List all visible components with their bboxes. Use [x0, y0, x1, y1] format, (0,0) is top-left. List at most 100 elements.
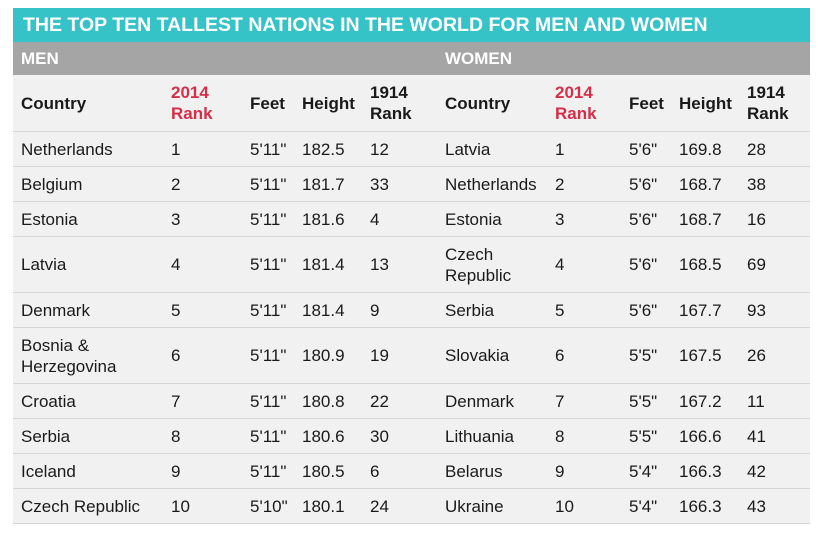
- men-1914-rank-cell: 22: [362, 383, 437, 419]
- table-title: THE TOP TEN TALLEST NATIONS IN THE WORLD…: [13, 8, 810, 42]
- women-height-cell: 167.7: [671, 292, 739, 328]
- women-2014-rank-cell: 10: [547, 488, 621, 524]
- men-1914-rank-cell: 33: [362, 166, 437, 202]
- men-1914-rank-cell: 6: [362, 453, 437, 489]
- men-label: MEN: [21, 49, 59, 68]
- column-header-row: Country 2014 Rank Feet Height 1914 Rank Co…: [13, 75, 810, 132]
- men-2014-rank-cell: 2: [163, 166, 242, 202]
- women-height-cell: 168.5: [671, 236, 739, 293]
- tallest-nations-table-card: THE TOP TEN TALLEST NATIONS IN THE WORLD…: [13, 8, 810, 524]
- men-feet-header: Feet: [242, 75, 294, 132]
- men-2014-rank-cell: 1: [163, 131, 242, 167]
- men-country-cell: Netherlands: [13, 131, 163, 167]
- women-height-cell: 167.2: [671, 383, 739, 419]
- women-1914-rank-cell: 28: [739, 131, 810, 167]
- women-height-cell: 167.5: [671, 327, 739, 384]
- women-country-cell: Belarus: [437, 453, 547, 489]
- women-feet-cell: 5'6": [621, 292, 671, 328]
- men-feet-cell: 5'11": [242, 166, 294, 202]
- men-2014-rank-cell: 9: [163, 453, 242, 489]
- women-1914-rank-cell: 93: [739, 292, 810, 328]
- table-row: Belgium 2 5'11" 181.7 33 Netherlands 2 5'6" 168.…: [13, 166, 810, 202]
- women-feet-cell: 5'6": [621, 131, 671, 167]
- table-row: Czech Republic 10 5'10" 180.1 24 Ukraine 10 5'4…: [13, 488, 810, 524]
- women-label: WOMEN: [445, 49, 513, 68]
- women-1914-rank-cell: 43: [739, 488, 810, 524]
- women-feet-cell: 5'5": [621, 418, 671, 454]
- women-country-cell: Czech Republic: [437, 236, 547, 293]
- women-feet-cell: 5'5": [621, 327, 671, 384]
- men-height-cell: 181.7: [294, 166, 362, 202]
- women-feet-cell: 5'5": [621, 383, 671, 419]
- heights-table: Country 2014 Rank Feet Height 1914 Rank Co…: [13, 75, 810, 524]
- women-feet-cell: 5'6": [621, 236, 671, 293]
- women-country-header: Country: [437, 75, 547, 132]
- women-country-cell: Ukraine: [437, 488, 547, 524]
- women-2014-rank-cell: 3: [547, 201, 621, 237]
- men-country-cell: Czech Republic: [13, 488, 163, 524]
- men-feet-cell: 5'11": [242, 236, 294, 293]
- men-1914-rank-cell: 13: [362, 236, 437, 293]
- table-row: Denmark 5 5'11" 181.4 9 Serbia 5 5'6" 167.7 93: [13, 292, 810, 328]
- women-1914-rank-header: 1914 Rank: [739, 75, 810, 132]
- men-height-cell: 180.9: [294, 327, 362, 384]
- men-1914-rank-cell: 4: [362, 201, 437, 237]
- women-country-cell: Serbia: [437, 292, 547, 328]
- women-country-cell: Denmark: [437, 383, 547, 419]
- women-height-cell: 169.8: [671, 131, 739, 167]
- men-country-cell: Denmark: [13, 292, 163, 328]
- women-height-cell: 168.7: [671, 166, 739, 202]
- women-height-header: Height: [671, 75, 739, 132]
- men-country-cell: Latvia: [13, 236, 163, 293]
- women-1914-rank-cell: 38: [739, 166, 810, 202]
- men-country-cell: Croatia: [13, 383, 163, 419]
- men-country-cell: Belgium: [13, 166, 163, 202]
- women-feet-header: Feet: [621, 75, 671, 132]
- men-height-cell: 180.6: [294, 418, 362, 454]
- men-feet-cell: 5'11": [242, 327, 294, 384]
- women-2014-rank-cell: 1: [547, 131, 621, 167]
- women-country-cell: Netherlands: [437, 166, 547, 202]
- men-country-header: Country: [13, 75, 163, 132]
- table-row: Serbia 8 5'11" 180.6 30 Lithuania 8 5'5" 166.6 41: [13, 418, 810, 454]
- men-2014-rank-header: 2014 Rank: [163, 75, 242, 132]
- women-1914-rank-cell: 11: [739, 383, 810, 419]
- men-2014-rank-cell: 6: [163, 327, 242, 384]
- gender-subheader: MEN WOMEN: [13, 42, 810, 75]
- table-row: Netherlands 1 5'11" 182.5 12 Latvia 1 5'6" 169.8…: [13, 131, 810, 167]
- women-country-cell: Latvia: [437, 131, 547, 167]
- table-row: Croatia 7 5'11" 180.8 22 Denmark 7 5'5" 167.2 11: [13, 383, 810, 419]
- women-feet-cell: 5'4": [621, 453, 671, 489]
- men-1914-rank-cell: 30: [362, 418, 437, 454]
- men-height-cell: 181.4: [294, 236, 362, 293]
- women-2014-rank-cell: 2: [547, 166, 621, 202]
- women-country-cell: Estonia: [437, 201, 547, 237]
- men-height-cell: 180.1: [294, 488, 362, 524]
- men-2014-rank-cell: 5: [163, 292, 242, 328]
- men-feet-cell: 5'11": [242, 131, 294, 167]
- men-2014-rank-cell: 3: [163, 201, 242, 237]
- men-feet-cell: 5'11": [242, 453, 294, 489]
- men-2014-rank-cell: 10: [163, 488, 242, 524]
- men-height-cell: 180.8: [294, 383, 362, 419]
- women-2014-rank-cell: 4: [547, 236, 621, 293]
- men-feet-cell: 5'10": [242, 488, 294, 524]
- men-height-cell: 181.6: [294, 201, 362, 237]
- men-1914-rank-cell: 19: [362, 327, 437, 384]
- women-2014-rank-cell: 8: [547, 418, 621, 454]
- women-2014-rank-cell: 9: [547, 453, 621, 489]
- men-feet-cell: 5'11": [242, 292, 294, 328]
- women-1914-rank-cell: 42: [739, 453, 810, 489]
- men-country-cell: Iceland: [13, 453, 163, 489]
- men-country-cell: Bosnia & Herzegovina: [13, 327, 163, 384]
- table-row: Iceland 9 5'11" 180.5 6 Belarus 9 5'4" 166.3 42: [13, 453, 810, 489]
- men-feet-cell: 5'11": [242, 201, 294, 237]
- men-feet-cell: 5'11": [242, 418, 294, 454]
- women-country-cell: Lithuania: [437, 418, 547, 454]
- women-feet-cell: 5'6": [621, 166, 671, 202]
- men-feet-cell: 5'11": [242, 383, 294, 419]
- women-height-cell: 166.3: [671, 488, 739, 524]
- men-2014-rank-cell: 7: [163, 383, 242, 419]
- women-height-cell: 168.7: [671, 201, 739, 237]
- men-1914-rank-cell: 12: [362, 131, 437, 167]
